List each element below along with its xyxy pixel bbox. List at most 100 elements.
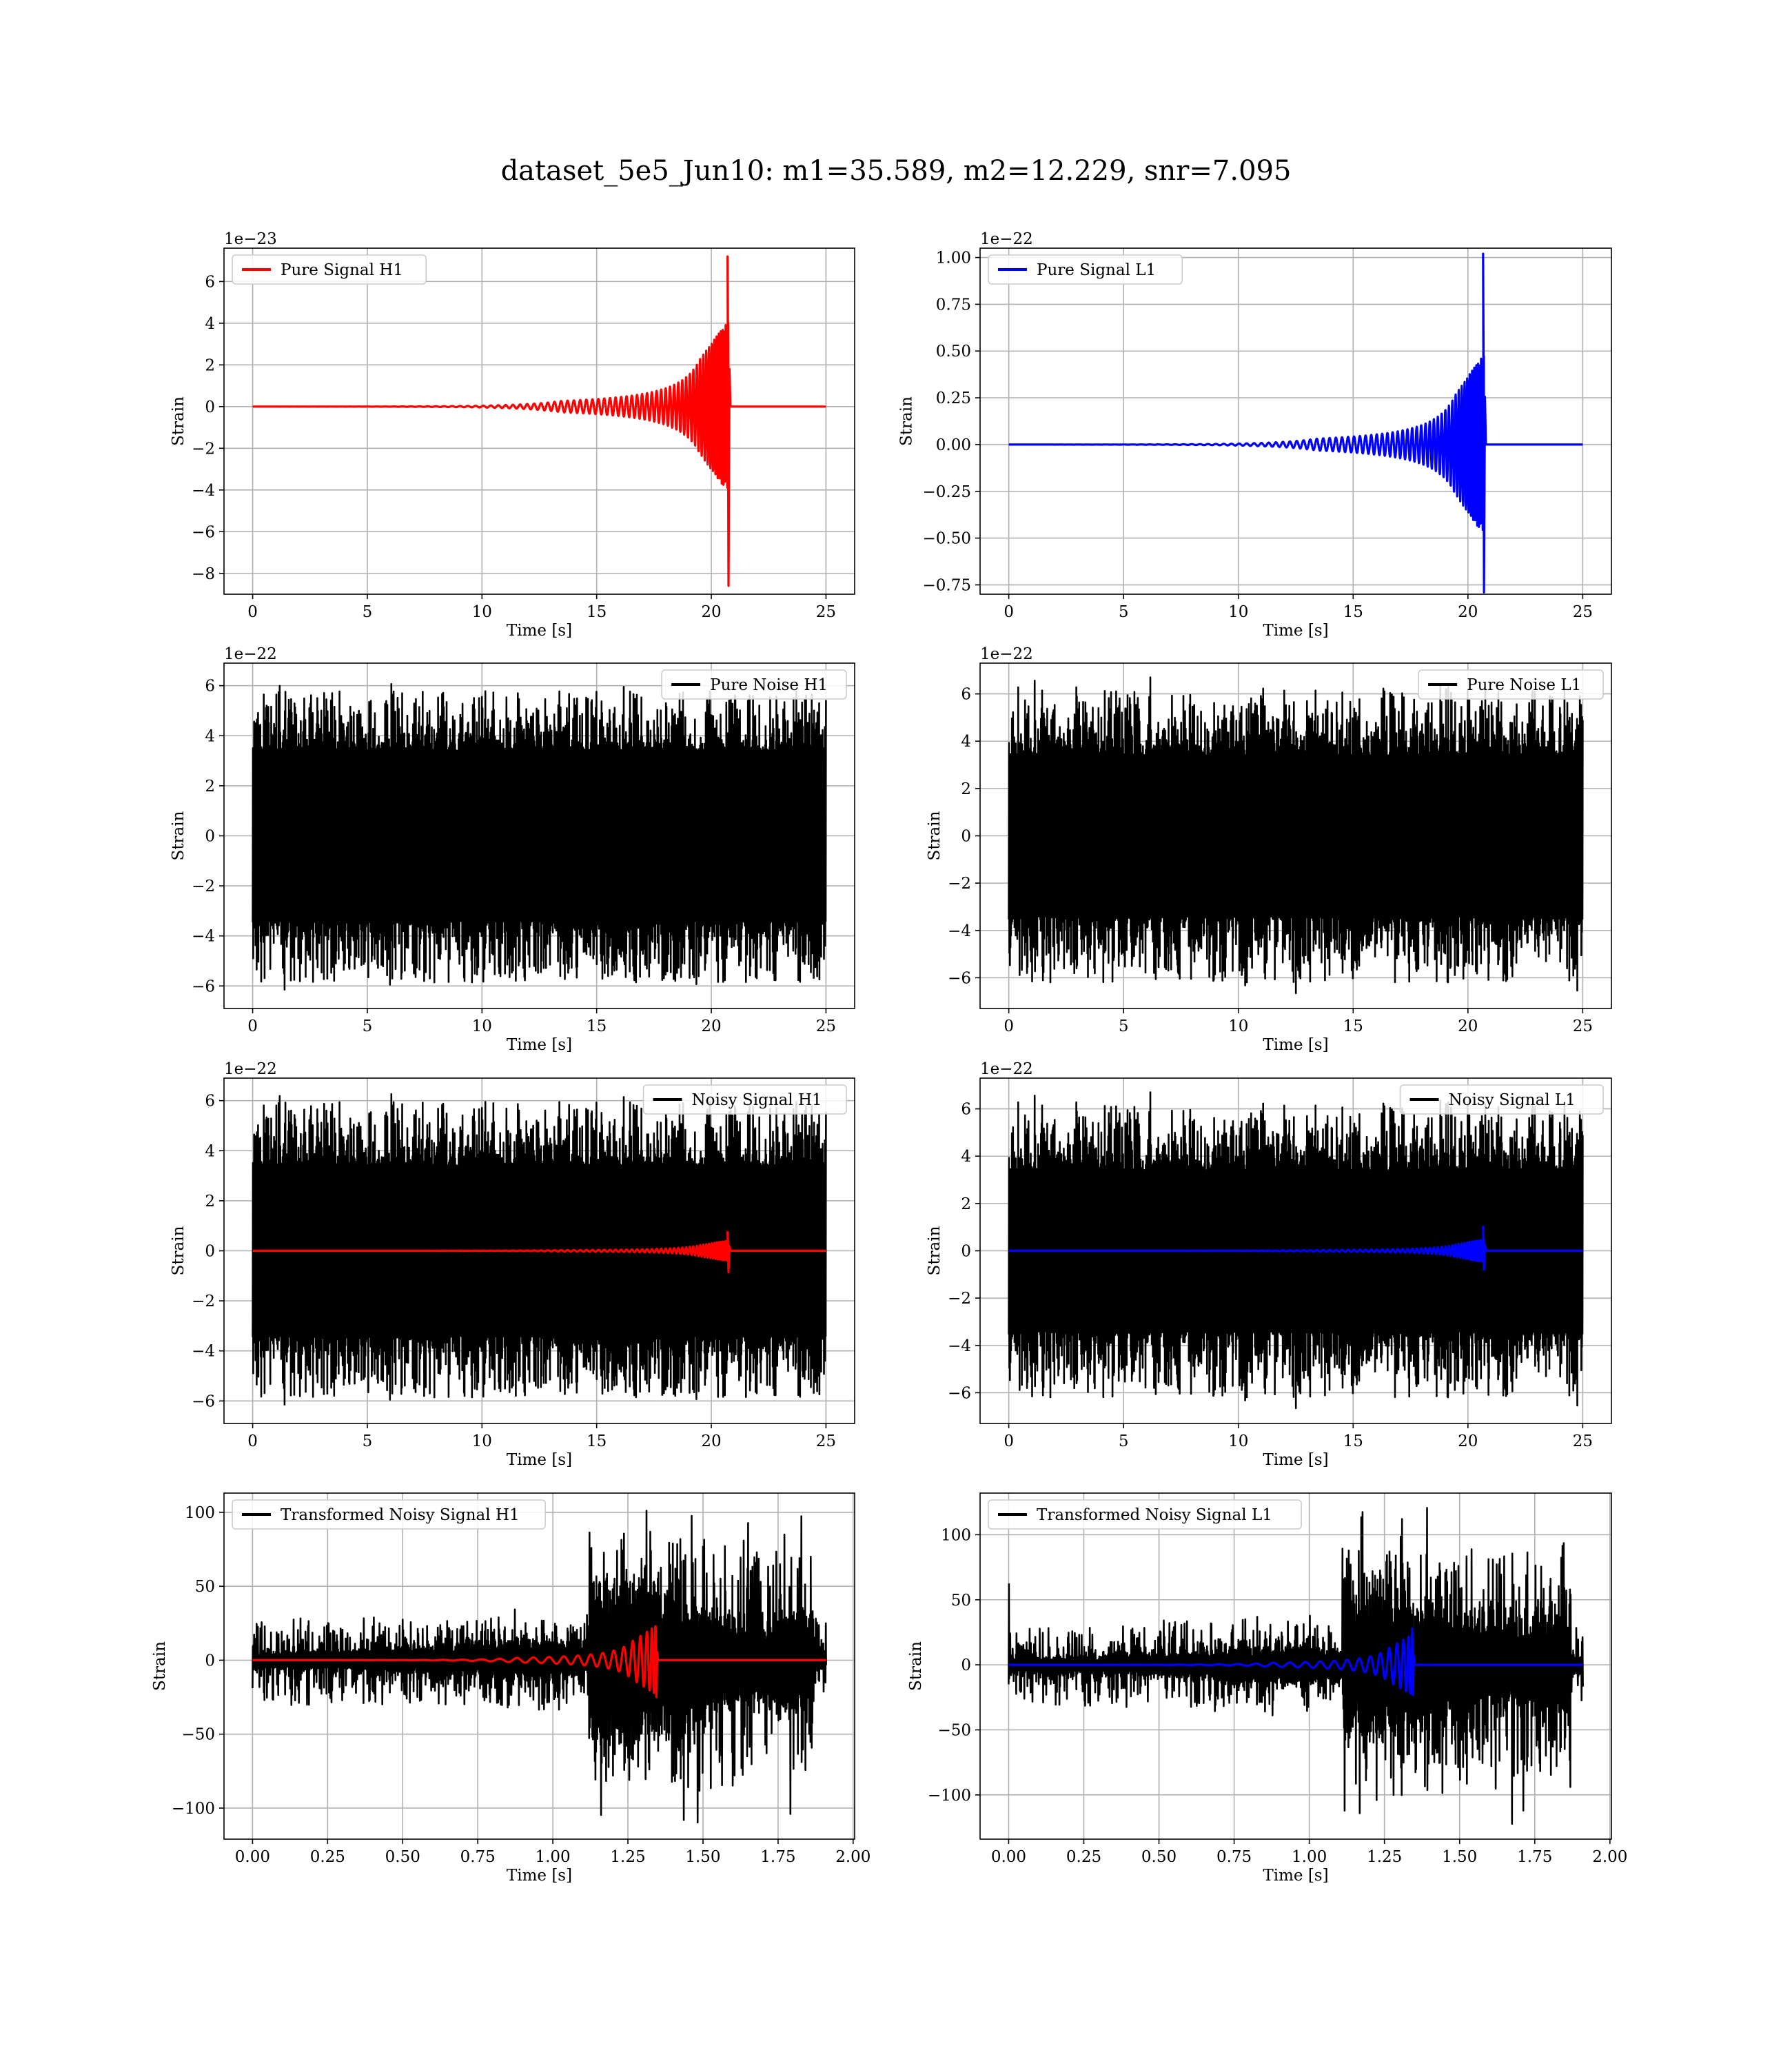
y-tick-label: 2 [961,1195,971,1213]
x-axis-label: Time [s] [1263,1451,1328,1469]
y-tick-label: 6 [961,686,971,704]
y-tick-label: −6 [192,523,215,541]
x-tick-label: 5 [1119,603,1129,621]
x-tick-label: 0 [1004,1017,1014,1035]
y-tick-label: −100 [928,1787,971,1805]
x-tick-label: 0.75 [1216,1848,1252,1866]
legend-box [232,254,427,285]
x-tick-label: 5 [363,603,373,621]
legend-box [232,1499,546,1530]
y-tick-label: 1.00 [936,250,971,267]
axes-frame [979,1492,1612,1840]
y-tick-label: 4 [961,733,971,751]
y-tick-label: 6 [205,1093,215,1111]
y-tick-label: −2 [948,1290,971,1308]
x-tick-label: 0 [1004,603,1014,621]
y-axis-label: Strain [926,1226,944,1275]
x-tick-label: 10 [472,1017,492,1035]
y-tick-label: −50 [181,1726,215,1744]
x-tick-label: 25 [816,1017,836,1035]
y-tick-label: 4 [205,315,215,333]
x-tick-label: 20 [701,1432,721,1450]
y-tick-label: −2 [192,1292,215,1310]
panel-noisy-signal-l1: 0 5 10 15 20 25 −6 −4 −2 0 2 4 6 Time [s] Strain 1e−22 N… [926,1060,1612,1469]
y-tick-label: −4 [192,1343,215,1361]
y-tick-label: 2 [205,778,215,795]
legend: Pure Noise H1 [661,669,847,700]
y-axis-label: Strain [170,396,187,446]
legend-entry-label: Pure Noise L1 [1467,676,1581,694]
series-line-transformed-noisy-signal-h1-overlay [252,1625,826,1699]
panel-pure-signal-l1: 0 5 10 15 20 25 −0.75 −0.50 −0.25 0.00 0.25 0.50 0.7… [898,230,1612,640]
y-tick-label: −4 [948,922,971,940]
x-tick-label: 25 [1573,1432,1593,1450]
x-tick-label: 20 [701,603,721,621]
x-tick-label: 10 [1228,1432,1248,1450]
x-tick-label: 0.50 [1141,1848,1177,1866]
x-tick-label: 2.00 [1592,1848,1627,1866]
x-tick-label: 1.00 [1292,1848,1327,1866]
legend: Pure Signal H1 [232,254,427,285]
legend: Noisy Signal L1 [1399,1084,1604,1115]
y-tick-label: 0 [205,1243,215,1261]
x-tick-label: 0.25 [1066,1848,1101,1866]
y-tick-label: 0 [961,1243,971,1261]
y-tick-label: −4 [948,1337,971,1355]
legend-entry-label: Pure Signal L1 [1037,261,1156,279]
figure-title: dataset_5e5_Jun10: m1=35.589, m2=12.229,… [500,155,1292,187]
x-tick-label: 15 [1343,1432,1363,1450]
x-tick-label: 15 [1343,1017,1363,1035]
y-tick-label: 4 [205,727,215,745]
series-line-noisy-signal-h1-overlay [252,1230,826,1274]
x-tick-label: 0 [247,603,258,621]
legend-entry-label: Pure Signal H1 [281,261,403,279]
panel-pure-noise-h1: 0 5 10 15 20 25 −6 −4 −2 0 2 4 6 Time [s] Strain 1e−22 P… [170,645,855,1054]
panel-pure-noise-l1: 0 5 10 15 20 25 −6 −4 −2 0 2 4 6 Time [s] Strain 1e−22 P… [926,645,1612,1054]
x-tick-label: 15 [1343,603,1363,621]
y-tick-label: −6 [192,977,215,995]
x-tick-label: 0.00 [991,1848,1026,1866]
y-tick-label: −6 [192,1392,215,1410]
x-tick-label: 10 [472,1432,492,1450]
series-line-pure-signal-h1 [252,255,826,587]
x-tick-label: 1.75 [760,1848,795,1866]
legend-box [988,254,1183,285]
y-tick-label: 2 [961,780,971,798]
series-line-transformed-noisy-signal-h1 [252,1510,827,1824]
x-tick-label: 1.50 [1442,1848,1477,1866]
series-line-noisy-signal-h1 [252,1093,827,1406]
x-tick-label: 5 [1119,1017,1129,1035]
x-axis-label: Time [s] [507,1867,572,1885]
x-tick-label: 20 [701,1017,721,1035]
series-line-pure-signal-l1 [1008,252,1583,594]
y-tick-label: 50 [195,1578,215,1596]
legend: Transformed Noisy Signal H1 [232,1499,546,1530]
series-line-noisy-signal-l1 [1008,1091,1584,1410]
series-line-transformed-noisy-signal-l1-overlay [1008,1627,1583,1696]
y-tick-label: −6 [948,969,971,987]
x-tick-label: 15 [587,1017,607,1035]
legend-box [1399,1084,1604,1115]
axes-frame [979,247,1612,595]
x-tick-label: 25 [816,1432,836,1450]
y-tick-label: 0.25 [936,389,971,407]
y-tick-label: −0.50 [923,530,971,548]
y-tick-label: 4 [205,1142,215,1160]
y-tick-label: 0.75 [936,296,971,314]
x-axis-label: Time [s] [507,1451,572,1469]
x-tick-label: 5 [1119,1432,1129,1450]
x-tick-label: 10 [1228,1017,1248,1035]
legend: Pure Signal L1 [988,254,1183,285]
x-tick-label: 10 [1228,603,1248,621]
x-tick-label: 0.25 [310,1848,345,1866]
legend: Noisy Signal H1 [642,1084,847,1115]
series-line-pure-noise-h1 [252,682,827,991]
legend-entry-label: Pure Noise H1 [710,676,828,694]
x-tick-label: 25 [816,603,836,621]
y-tick-label: 2 [205,1193,215,1210]
y-axis-label: Strain [170,1226,187,1275]
legend-box [988,1499,1302,1530]
x-tick-label: 2.00 [835,1848,870,1866]
axis-offset-label: 1e−22 [224,1060,277,1078]
